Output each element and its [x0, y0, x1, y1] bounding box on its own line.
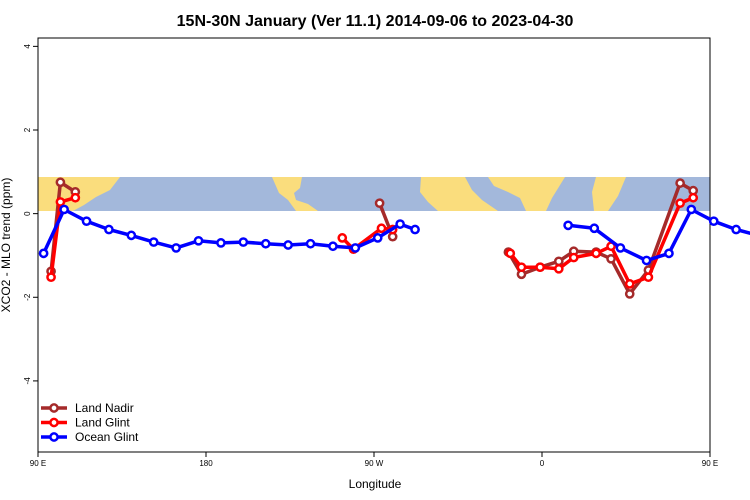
- data-point: [641, 255, 652, 266]
- data-point: [553, 256, 564, 267]
- legend-swatch-marker: [49, 403, 59, 413]
- data-point: [55, 197, 66, 207]
- map-land-region: [272, 177, 318, 211]
- data-point: [675, 178, 685, 188]
- x-tick-label: 90 W: [365, 459, 384, 468]
- legend-item: Land Glint: [41, 416, 130, 430]
- data-point: [686, 204, 697, 215]
- data-point: [148, 237, 159, 247]
- series-line: [341, 226, 393, 251]
- legend-item: Land Nadir: [41, 401, 134, 415]
- legend-item: Ocean Glint: [41, 430, 139, 444]
- data-point: [216, 238, 226, 248]
- legend-label: Ocean Glint: [75, 430, 139, 444]
- data-point: [193, 235, 204, 246]
- x-tick-label: 0: [540, 459, 545, 468]
- y-tick-label: 0: [23, 211, 32, 216]
- legend-swatch-marker: [49, 417, 59, 428]
- data-point: [505, 248, 516, 259]
- data-point: [624, 279, 635, 289]
- data-point: [337, 233, 348, 243]
- data-point: [46, 272, 56, 283]
- data-point: [260, 238, 271, 249]
- x-tick-label: 90 E: [30, 459, 46, 468]
- data-point: [675, 198, 685, 209]
- data-point: [591, 248, 601, 259]
- data-point: [238, 237, 249, 247]
- y-tick-label: 4: [23, 44, 32, 49]
- data-point: [553, 263, 564, 274]
- map-land-region: [592, 177, 626, 211]
- data-point: [410, 224, 420, 235]
- data-point: [516, 262, 527, 273]
- data-point: [283, 240, 293, 250]
- x-axis-label: Longitude: [349, 477, 402, 491]
- data-point: [59, 204, 69, 215]
- data-point: [395, 219, 405, 229]
- world-map-band: [38, 177, 710, 211]
- data-point: [376, 223, 387, 234]
- data-point: [615, 243, 626, 253]
- data-point: [535, 262, 545, 273]
- data-point: [606, 253, 616, 264]
- data-point: [568, 252, 579, 263]
- data-point: [372, 233, 383, 243]
- data-point: [104, 224, 114, 235]
- data-point: [563, 220, 573, 231]
- series-line: [567, 207, 750, 263]
- data-point: [55, 177, 66, 188]
- data-point: [81, 216, 92, 227]
- map-land-region: [488, 177, 565, 211]
- data-point: [70, 192, 81, 203]
- x-axis: 90 E 180 90 W 0 90 E: [30, 452, 718, 468]
- data-point: [328, 241, 338, 252]
- y-tick-label: -2: [23, 293, 32, 301]
- data-point: [305, 238, 316, 249]
- data-point: [589, 223, 600, 234]
- data-point: [374, 198, 385, 209]
- series-ocean-glint: [38, 204, 750, 266]
- series-layer: [38, 177, 750, 299]
- chart-title: 15N-30N January (Ver 11.1) 2014-09-06 to…: [177, 13, 574, 30]
- data-point: [731, 224, 741, 235]
- x-tick-label: 180: [199, 459, 213, 468]
- data-point: [126, 230, 137, 241]
- data-point: [643, 272, 654, 283]
- legend-swatch-marker: [49, 432, 59, 442]
- map-land-region: [420, 177, 498, 211]
- y-tick-label: 2: [23, 127, 32, 132]
- series-land-glint: [46, 192, 699, 289]
- data-point: [171, 243, 181, 253]
- y-axis-label: XCO2 - MLO trend (ppm): [0, 178, 13, 313]
- y-axis: 4 2 0 -2 -4: [23, 44, 38, 385]
- data-point: [38, 248, 49, 259]
- x-tick-label: 90 E: [702, 459, 718, 468]
- data-point: [624, 289, 635, 299]
- legend-label: Land Nadir: [75, 401, 134, 415]
- data-point: [350, 243, 361, 253]
- y-tick-label: -4: [23, 377, 32, 385]
- data-point: [664, 248, 674, 259]
- data-point: [688, 192, 699, 203]
- data-point: [708, 216, 719, 227]
- legend-label: Land Glint: [75, 416, 130, 430]
